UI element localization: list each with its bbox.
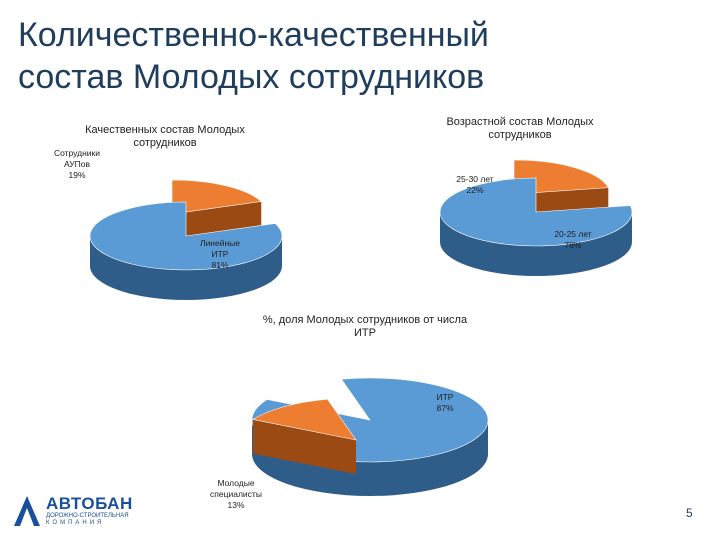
chart3-title-line2: ИТР <box>354 327 376 339</box>
chart1-slice-itr-name1: Линейные <box>199 238 241 248</box>
chart3-slice-itr-value: 87% <box>436 403 454 413</box>
logo-subtitle2: КОМПАНИЯ <box>46 520 105 526</box>
chart2-slice-label-25-30: 25-30 лет 22% <box>440 174 510 196</box>
page-number: 5 <box>686 506 693 520</box>
chart1-slice-itr-name2: ИТР <box>211 249 229 259</box>
chart3-slice-label-young: Молодые специалисты 13% <box>196 478 276 511</box>
chart3-title: %, доля Молодых сотрудников от числа ИТР <box>210 314 520 340</box>
chart1-slice-aup-value: 19% <box>68 170 86 180</box>
chart2-slice-25-30-name: 25-30 лет <box>456 174 494 184</box>
chart3-slice-young-value: 13% <box>227 500 245 510</box>
chart2-slice-label-20-25: 20-25 лет 78% <box>538 229 608 251</box>
chart3-slice-young-name2: специалисты <box>210 489 262 499</box>
chart3-title-line1: %, доля Молодых сотрудников от числа <box>262 314 468 326</box>
chart2-title-line1: Возрастной состав Молодых <box>446 116 594 128</box>
chart3-slice-label-itr: ИТР 87% <box>410 392 480 414</box>
chart1-slice-2 <box>89 201 283 300</box>
slide-title: Количественно-качественный состав Молоды… <box>18 14 698 98</box>
chart1-slice-itr-value: 81% <box>211 260 229 270</box>
chart2-slice-20-25-value: 78% <box>564 240 582 250</box>
chart1-title: Качественных состав Молодых сотрудников <box>40 124 290 150</box>
slide-title-line1: Количественно-качественный <box>18 16 489 54</box>
logo-name: АВТОБАН <box>46 494 133 513</box>
chart1-title-line2: сотрудников <box>133 137 197 149</box>
company-logo: АВТОБАН ДОРОЖНО-СТРОИТЕЛЬНАЯ КОМПАНИЯ <box>12 494 142 530</box>
logo-subtitle1: ДОРОЖНО-СТРОИТЕЛЬНАЯ <box>46 513 129 519</box>
logo-emblem-icon <box>14 496 40 526</box>
chart1-slice-aup-name1: Сотрудники <box>53 148 101 158</box>
chart3-slice-young-name1: Молодые <box>217 478 255 488</box>
chart2-slice-2 <box>439 177 633 276</box>
chart1-title-line1: Качественных состав Молодых <box>85 124 245 136</box>
chart2-title-line2: сотрудников <box>488 129 552 141</box>
chart1-slice-label-aup: Сотрудники АУПов 19% <box>42 148 112 181</box>
slide-title-line2: состав Молодых сотрудников <box>18 58 485 96</box>
chart3-slice-2 <box>252 398 357 474</box>
chart2-slice-25-30-value: 22% <box>466 185 484 195</box>
chart3-slice-itr-name: ИТР <box>436 392 454 402</box>
chart2-slice-20-25-name: 20-25 лет <box>554 229 592 239</box>
chart1-slice-label-itr: Линейные ИТР 81% <box>185 238 255 271</box>
chart1-slice-aup-name2: АУПов <box>63 159 91 169</box>
chart2-title: Возрастной состав Молодых сотрудников <box>410 116 630 142</box>
